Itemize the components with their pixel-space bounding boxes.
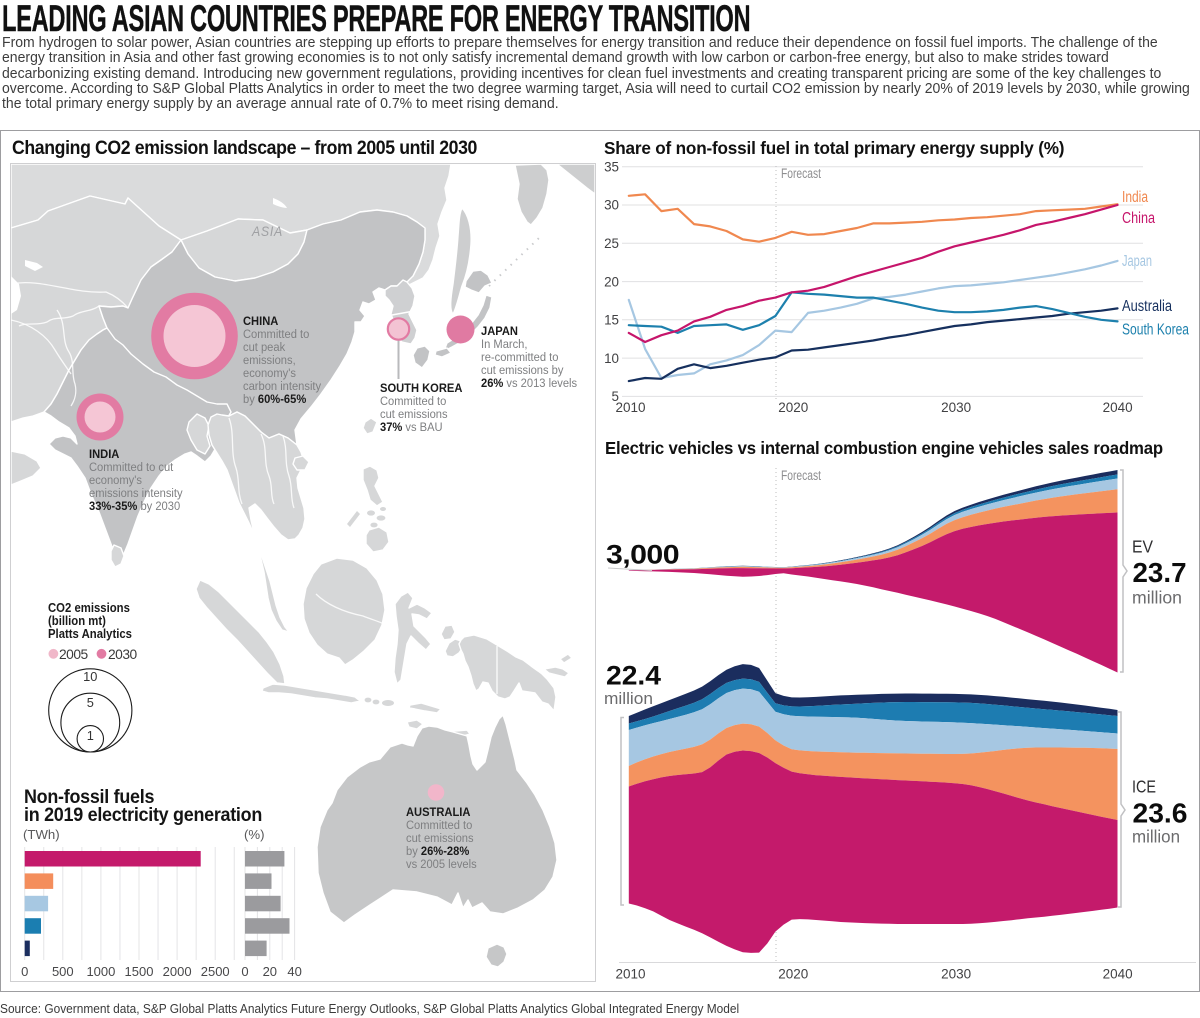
- svg-text:million: million: [1132, 827, 1180, 847]
- svg-text:2000: 2000: [163, 964, 192, 979]
- svg-text:2040: 2040: [1103, 967, 1133, 982]
- svg-text:1500: 1500: [125, 964, 154, 979]
- svg-text:30: 30: [604, 198, 619, 213]
- svg-text:2030: 2030: [941, 400, 971, 415]
- svg-text:20: 20: [604, 274, 619, 289]
- svg-text:40: 40: [287, 964, 301, 979]
- svg-text:India: India: [1122, 189, 1148, 206]
- svg-text:2030: 2030: [941, 967, 971, 982]
- svg-text:2010: 2010: [616, 400, 646, 415]
- svg-text:2020: 2020: [778, 967, 808, 982]
- svg-text:2040: 2040: [1103, 400, 1133, 415]
- svg-text:million: million: [1132, 588, 1182, 608]
- svg-text:2020: 2020: [778, 400, 808, 415]
- svg-text:500: 500: [52, 964, 74, 979]
- svg-text:China: China: [1122, 210, 1155, 227]
- svg-text:South Korea: South Korea: [1122, 322, 1189, 339]
- svg-text:Australia: Australia: [1122, 298, 1172, 315]
- svg-text:2010: 2010: [616, 967, 646, 982]
- svg-text:23.7: 23.7: [1133, 557, 1187, 588]
- svg-text:5: 5: [612, 389, 619, 404]
- svg-text:million: million: [604, 689, 653, 708]
- svg-text:22.4: 22.4: [606, 661, 661, 691]
- svg-text:0: 0: [21, 964, 28, 979]
- svg-text:EV: EV: [1132, 537, 1153, 557]
- svg-text:23.6: 23.6: [1133, 798, 1188, 829]
- svg-text:1000: 1000: [86, 964, 115, 979]
- svg-text:20: 20: [263, 964, 277, 979]
- svg-text:1: 1: [87, 728, 94, 743]
- svg-text:Japan: Japan: [1122, 253, 1152, 270]
- svg-text:3,000: 3,000: [606, 540, 679, 570]
- svg-text:25: 25: [604, 236, 619, 251]
- svg-text:5: 5: [87, 695, 94, 710]
- svg-text:ICE: ICE: [1132, 777, 1156, 797]
- svg-text:10: 10: [83, 669, 97, 684]
- svg-text:Forecast: Forecast: [781, 468, 821, 483]
- svg-text:Forecast: Forecast: [781, 166, 821, 181]
- svg-text:0: 0: [241, 964, 248, 979]
- svg-text:35: 35: [604, 160, 619, 174]
- svg-text:15: 15: [604, 313, 619, 328]
- svg-text:10: 10: [604, 351, 619, 366]
- svg-text:2500: 2500: [201, 964, 230, 979]
